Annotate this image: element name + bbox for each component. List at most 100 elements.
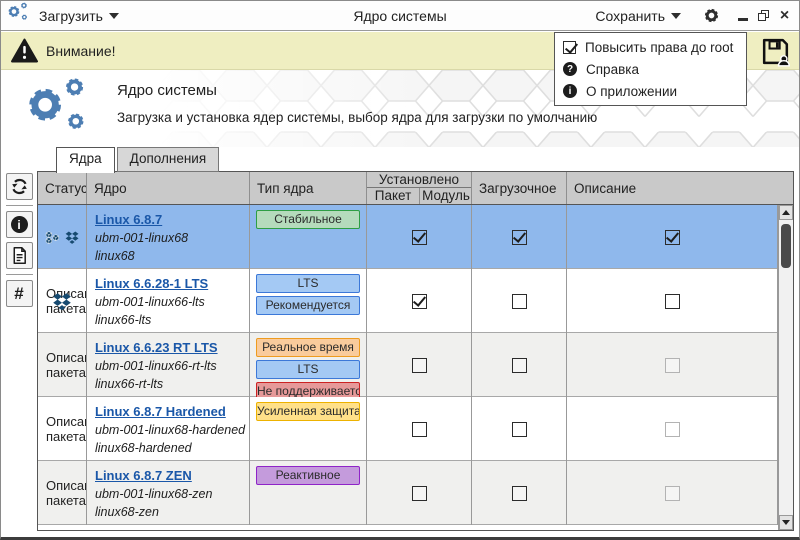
scroll-up-button[interactable] — [779, 205, 793, 220]
installed-diamonds-icon — [53, 292, 71, 310]
bootable-checkbox[interactable] — [664, 421, 680, 437]
menu-item-help[interactable]: ? Справка — [555, 58, 746, 80]
kernel-short-name: linux68 — [95, 249, 135, 264]
package-checkbox[interactable] — [411, 485, 427, 501]
scroll-down-button[interactable] — [779, 515, 793, 530]
page-title: Ядро системы — [117, 82, 217, 99]
minimize-icon — [737, 18, 748, 21]
menu-item-label: О приложении — [586, 83, 678, 99]
module-checkbox[interactable] — [511, 421, 527, 437]
bootable-checkbox[interactable] — [664, 229, 680, 245]
header-installed: Установлено — [367, 172, 471, 188]
kernels-table: Статус Ядро Тип ядра Установлено Пакет М… — [37, 171, 794, 531]
info-circle-icon: i — [10, 216, 28, 233]
save-dropdown-button[interactable]: Сохранить — [587, 6, 689, 26]
bootable-checkbox[interactable] — [664, 357, 680, 373]
hash-icon: # — [14, 283, 24, 303]
kernel-type-badge: LTS — [256, 360, 360, 379]
table-body: Linux 6.8.7 ubm-001-linux68 linux68 Стаб… — [38, 205, 793, 530]
menu-item-label: Справка — [586, 61, 639, 77]
table-row[interactable]: Linux 6.6.23 RT LTS ubm-001-linux66-rt-l… — [38, 333, 778, 444]
kernel-link[interactable]: Linux 6.8.7 Hardened — [95, 404, 226, 419]
module-checkbox[interactable] — [511, 229, 527, 245]
module-checkbox[interactable] — [511, 357, 527, 373]
header-kernel: Ядро — [87, 172, 250, 204]
help-circle-icon: ? — [563, 62, 577, 76]
gear-icon — [704, 8, 719, 23]
package-checkbox[interactable] — [411, 357, 427, 373]
table-row[interactable]: Linux 6.8.7 Hardened ubm-001-linux68-har… — [38, 397, 778, 508]
header-installed-group: Установлено Пакет Модуль — [367, 172, 472, 204]
kernel-description: Описание пакета — [46, 414, 87, 444]
kernel-package-id: ubm-001-linux66-lts — [95, 295, 205, 309]
close-icon: × — [779, 6, 790, 24]
kernel-package-id: ubm-001-linux68 — [95, 231, 189, 245]
table-row[interactable]: Linux 6.8.7 ZEN ubm-001-linux68-zen linu… — [38, 461, 778, 525]
package-checkbox[interactable] — [411, 229, 427, 245]
save-floppy-icon — [762, 38, 790, 67]
kernel-short-name: linux68-zen — [95, 505, 159, 520]
settings-menu-button[interactable] — [703, 7, 720, 25]
info-circle-icon: i — [563, 84, 577, 98]
vertical-scrollbar[interactable] — [778, 205, 793, 530]
hash-button[interactable]: # — [5, 280, 33, 307]
kernel-description: Описание пакета — [46, 478, 87, 508]
side-toolbar: i # — [4, 173, 34, 307]
kernel-description: Описание пакета — [38, 525, 87, 530]
save-as-root-button[interactable] — [760, 36, 791, 72]
load-dropdown-label: Загрузить — [39, 7, 103, 24]
page-header: Ядро системы Загрузка и установка ядер с… — [1, 70, 799, 147]
refresh-icon — [11, 178, 27, 195]
bootable-checkbox[interactable] — [664, 293, 680, 309]
kernel-type-badge: Реактивное — [256, 466, 360, 485]
tab-bar: Ядра Дополнения — [56, 147, 221, 173]
menu-item-elevate-root[interactable]: Повысить права до root — [555, 36, 746, 58]
kernel-short-name: linux66-lts — [95, 313, 152, 328]
kernel-link[interactable]: Linux 6.8.7 — [95, 212, 163, 227]
minimize-button[interactable] — [734, 7, 751, 25]
kernel-short-name: linux66-rt-lts — [95, 377, 164, 392]
module-checkbox[interactable] — [511, 293, 527, 309]
bootable-checkbox[interactable] — [664, 485, 680, 501]
installed-diamonds-icon — [65, 230, 79, 244]
kernel-package-id: ubm-001-linux68-zen — [95, 487, 213, 501]
info-button[interactable]: i — [5, 211, 33, 238]
save-dropdown-label: Сохранить — [595, 7, 665, 24]
page-subtitle: Загрузка и установка ядер системы, выбор… — [117, 110, 598, 125]
package-checkbox[interactable] — [411, 293, 427, 309]
header-description: Описание — [574, 180, 637, 196]
kernel-link[interactable]: Linux 6.8.7 ZEN — [95, 468, 192, 483]
header-package: Пакет — [367, 188, 420, 204]
kernel-package-id: ubm-001-linux68-hardened — [95, 423, 246, 437]
document-icon — [13, 246, 26, 265]
title-bar: Загрузить Ядро системы Сохранить × — [1, 1, 799, 31]
refresh-button[interactable] — [5, 173, 33, 200]
settings-dropdown-menu: Повысить права до root ? Справка i О при… — [554, 32, 747, 106]
kernel-description: Описание пакета — [46, 350, 87, 380]
table-row[interactable]: Linux 6.6.28-1 LTS ubm-001-linux66-lts l… — [38, 269, 778, 380]
module-checkbox[interactable] — [511, 485, 527, 501]
log-document-button[interactable] — [5, 242, 33, 269]
load-dropdown-button[interactable]: Загрузить — [31, 6, 127, 26]
scrollbar-thumb[interactable] — [781, 224, 791, 268]
table-row[interactable]: Linux 6.8.7 ubm-001-linux68 linux68 Стаб… — [38, 205, 778, 316]
menu-item-about[interactable]: i О приложении — [555, 80, 746, 102]
header-bootable: Загрузочное — [472, 172, 567, 204]
kernel-link[interactable]: Linux 6.6.28-1 LTS — [95, 276, 209, 291]
menu-item-label: Повысить права до root — [585, 39, 734, 55]
package-checkbox[interactable] — [411, 421, 427, 437]
tab-kernels[interactable]: Ядра — [56, 147, 115, 173]
tab-addons[interactable]: Дополнения — [116, 147, 220, 172]
triangle-down-icon — [782, 520, 790, 525]
header-type: Тип ядра — [250, 172, 367, 204]
maximize-button[interactable] — [755, 7, 772, 25]
header-module: Модуль — [422, 188, 470, 203]
triangle-up-icon — [782, 210, 790, 215]
header-status: Статус — [38, 172, 87, 204]
kernel-link[interactable]: Linux 6.6.23 RT LTS — [95, 340, 218, 355]
app-gears-icon — [7, 1, 31, 30]
kernel-type-badge: Рекомендуется — [256, 296, 360, 315]
kernel-type-badge: Реальное время — [256, 338, 360, 357]
close-button[interactable]: × — [776, 7, 793, 25]
